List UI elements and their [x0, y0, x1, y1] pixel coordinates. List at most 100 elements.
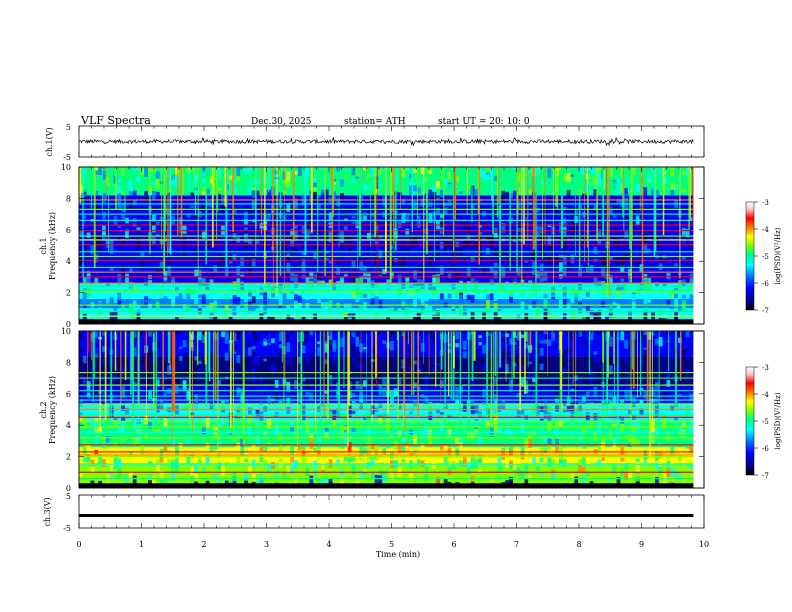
spec-cell	[643, 420, 648, 430]
spec-cell	[512, 190, 517, 197]
spec-cell	[559, 222, 563, 233]
spec-cell	[255, 203, 260, 208]
spec-cell	[109, 459, 114, 469]
spec-sferic	[651, 331, 653, 440]
spec-cell	[432, 191, 437, 201]
spec-cell	[501, 337, 506, 342]
spec-sferic	[212, 167, 214, 248]
spec-cell	[624, 356, 629, 364]
spec-cell	[532, 260, 536, 270]
spec-cell	[190, 244, 195, 253]
spec-cell	[689, 294, 694, 304]
spec-cell	[416, 285, 421, 293]
spec-cell	[512, 362, 517, 367]
spec-sferic	[575, 167, 576, 257]
spec-cell	[209, 446, 214, 452]
spec-sferic	[641, 167, 644, 285]
spec-sferic	[99, 331, 101, 431]
spec-sferic	[79, 167, 82, 203]
spec-cell	[658, 173, 663, 182]
spec-cell	[136, 227, 141, 231]
spec-cell	[317, 246, 321, 256]
spec-cell	[562, 231, 567, 236]
spec-cell	[175, 296, 179, 306]
spec-cell	[501, 249, 506, 256]
spec-cell	[612, 412, 617, 421]
spec-cell	[608, 167, 613, 178]
spec-cell	[309, 230, 314, 234]
spec-cell	[363, 273, 367, 279]
spec-cell	[136, 238, 141, 244]
spec-cell	[271, 372, 275, 379]
spec-cell	[470, 185, 475, 196]
spec-cell	[401, 301, 406, 311]
spec-cell	[570, 398, 575, 406]
spec-cell	[489, 466, 494, 471]
spec-cell	[286, 465, 291, 472]
spec-cell	[320, 189, 325, 195]
spec-cell	[413, 372, 417, 376]
spec-cell	[520, 399, 525, 403]
spec-cell	[236, 455, 241, 465]
spec-sferic	[444, 331, 446, 426]
spec-cell	[155, 228, 160, 235]
spec-cell	[489, 217, 494, 226]
spec-sferic	[692, 167, 694, 224]
spec-cell	[221, 408, 225, 413]
spec-cell	[478, 395, 483, 402]
spec-cell	[585, 456, 590, 465]
spec-cell	[428, 429, 433, 438]
spec-cell	[597, 239, 602, 244]
spec-cell	[251, 304, 256, 312]
spec-cell	[401, 459, 406, 462]
spec-cell	[655, 282, 659, 287]
spec-cell	[655, 174, 659, 180]
spec-cell	[416, 312, 421, 323]
spec-cell	[631, 419, 636, 427]
spec-cell	[217, 420, 221, 427]
spec-cell	[259, 411, 264, 421]
spec-sferic	[639, 167, 641, 212]
spec-cell	[232, 186, 237, 195]
spec-cell	[562, 298, 567, 306]
spec-cell	[497, 402, 502, 413]
spec-cell	[505, 351, 509, 358]
spec-sferic	[145, 331, 147, 371]
spec-cell	[175, 449, 179, 456]
spec-cell	[535, 167, 540, 176]
spec-cell	[224, 331, 229, 340]
spec-cell	[597, 459, 602, 467]
spec-cell	[374, 241, 379, 244]
spec-cell	[217, 213, 221, 219]
spec-cell	[393, 365, 398, 369]
spec-cell	[555, 385, 559, 393]
spec-cell	[608, 478, 613, 482]
spec-cell	[263, 442, 268, 452]
spec-cell	[424, 474, 429, 482]
spec-cell	[209, 402, 214, 410]
spec-cell	[635, 284, 640, 290]
spec-cell	[593, 209, 598, 213]
spec-cell	[194, 460, 198, 463]
spec-sferic	[471, 167, 473, 222]
spec-cell	[574, 290, 579, 297]
spec-cell	[528, 305, 533, 313]
spec-cell	[390, 271, 394, 279]
spec-cell	[386, 423, 390, 434]
spec-cell	[681, 303, 686, 313]
spec-cell	[324, 427, 329, 435]
spec-cell	[313, 248, 317, 259]
spec-cell	[332, 419, 337, 426]
spec-cell	[474, 403, 479, 414]
spec-cell	[670, 218, 675, 226]
spec-cell	[681, 353, 686, 360]
spec-cell	[593, 246, 598, 255]
spec-cell	[478, 436, 483, 446]
spec-cell	[205, 443, 210, 453]
spec-cell	[259, 313, 264, 323]
spec-cell	[102, 358, 106, 366]
spec-cell	[324, 185, 329, 190]
spec-cell	[397, 251, 402, 260]
spec-cell	[182, 246, 187, 250]
spec-sferic	[191, 331, 193, 348]
